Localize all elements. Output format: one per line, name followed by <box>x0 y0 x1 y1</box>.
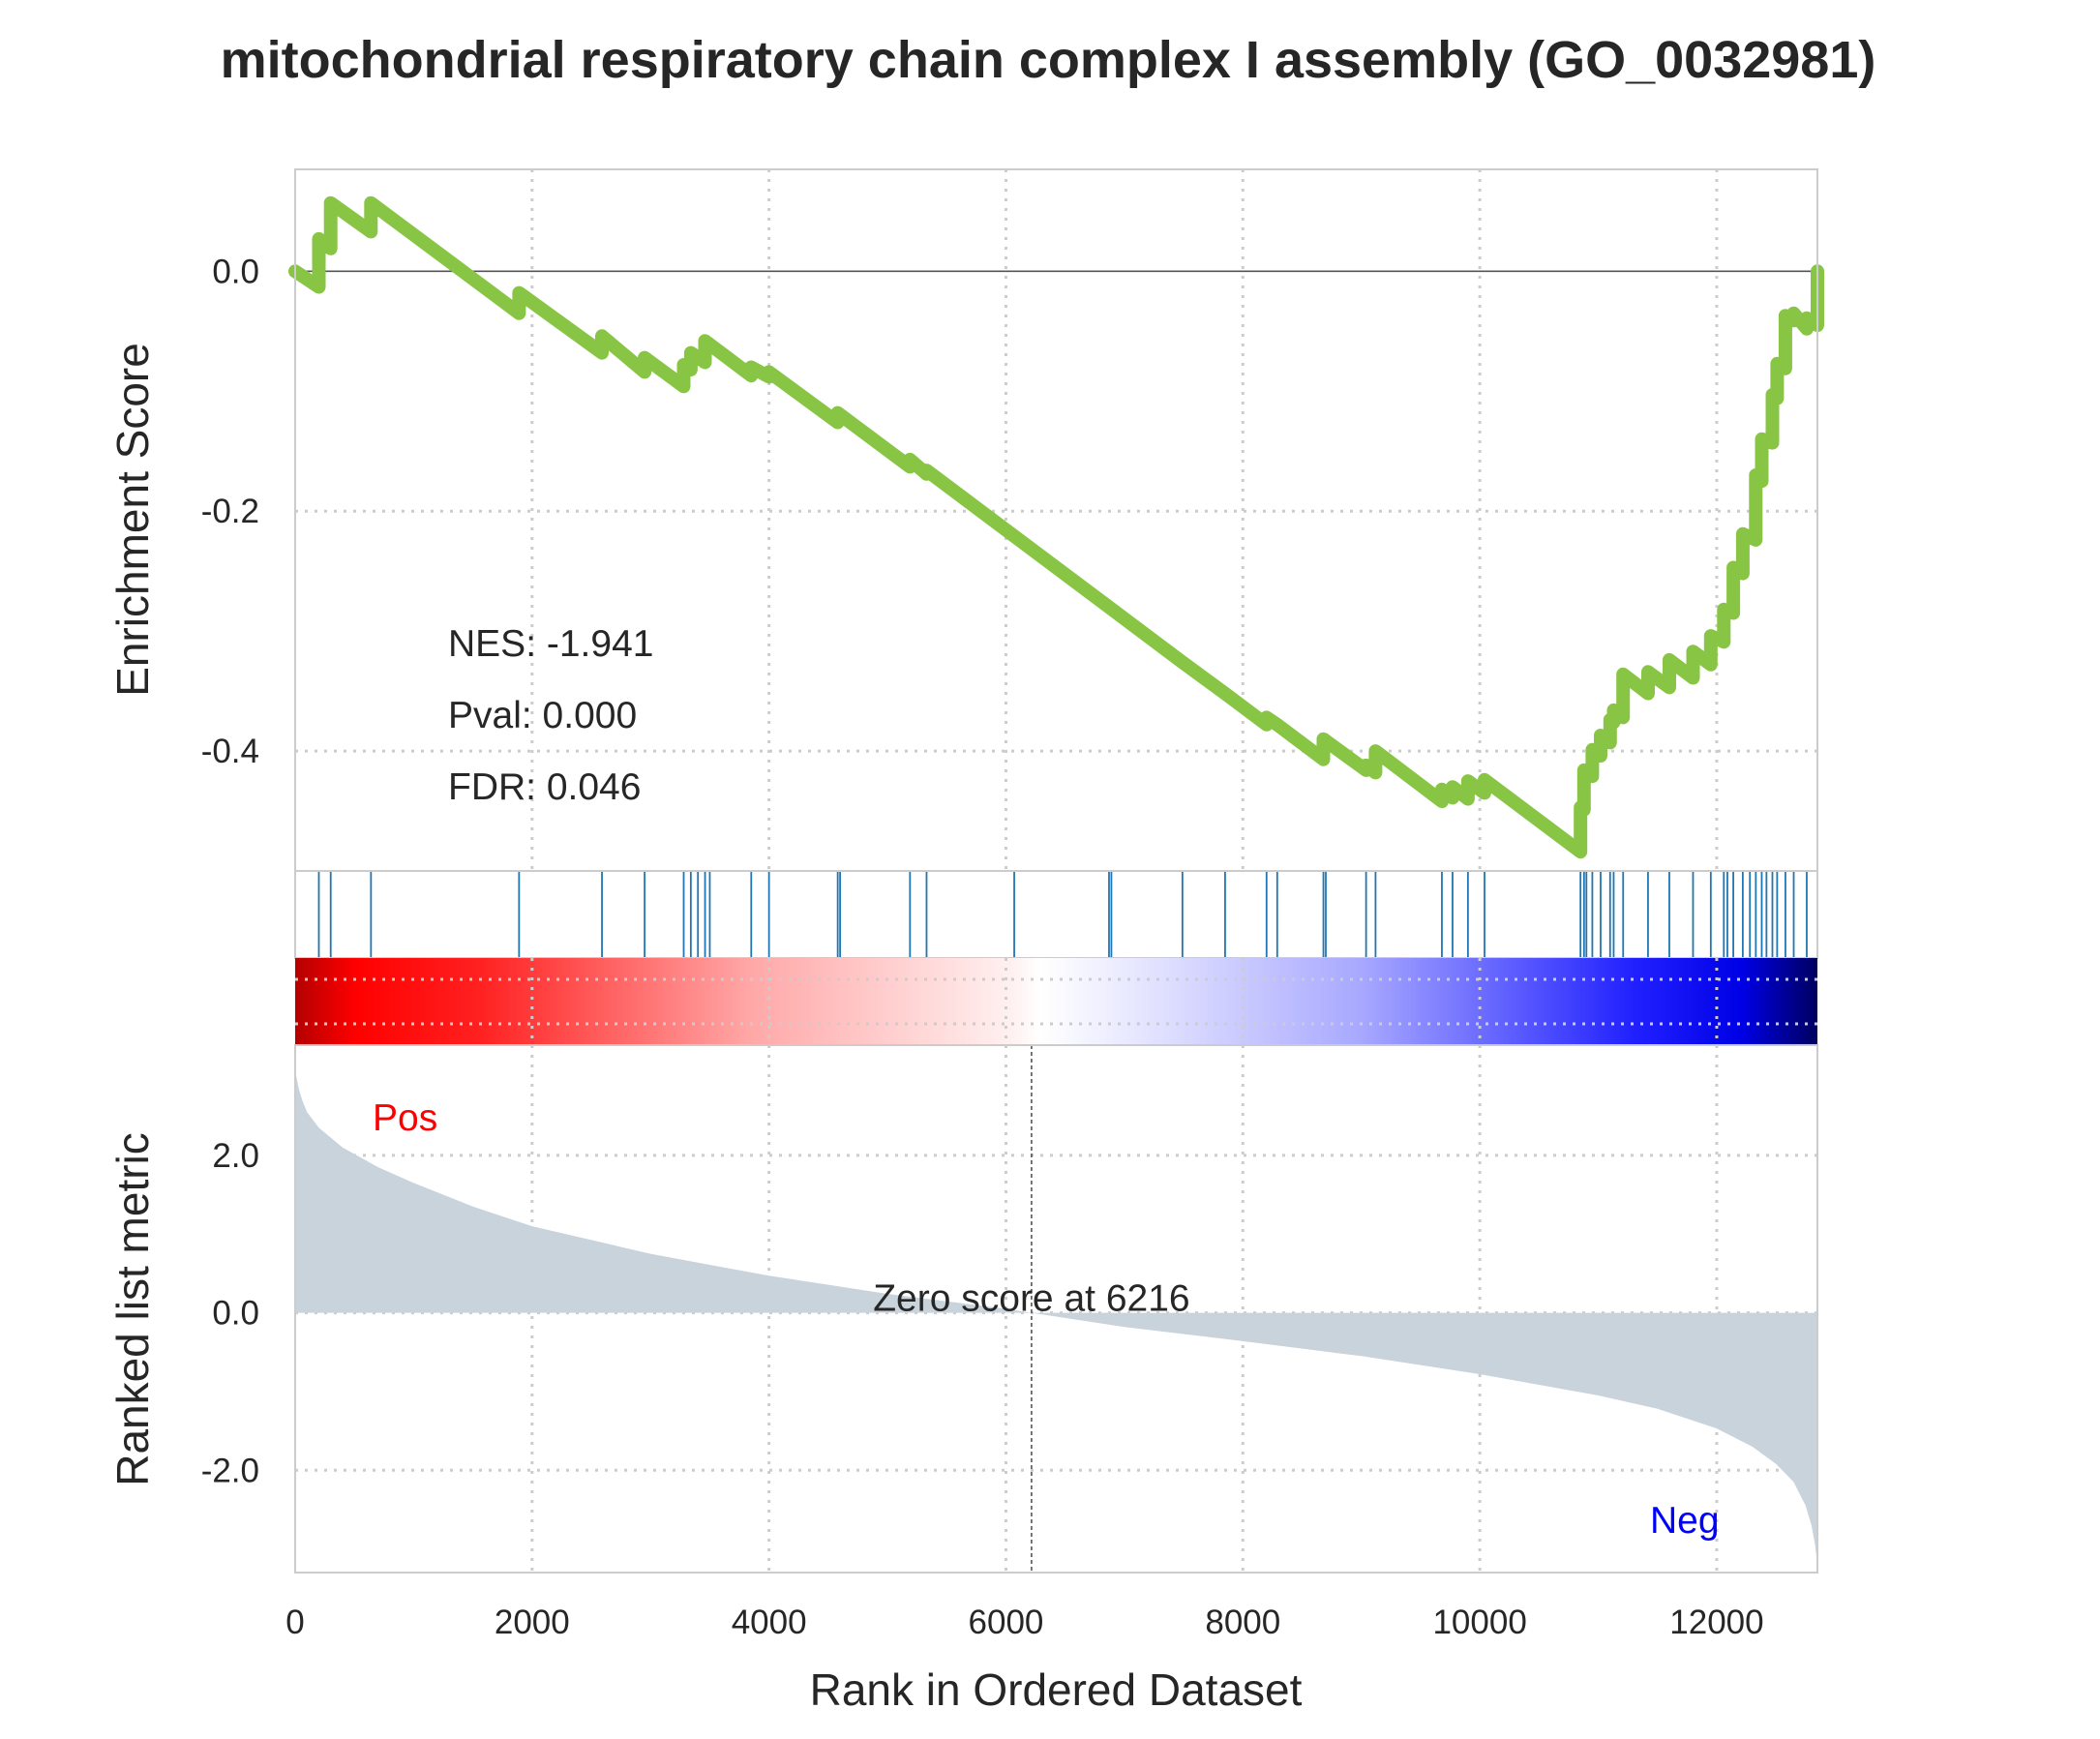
xtick-label: 2000 <box>495 1604 570 1641</box>
metric-ytick-label: -2.0 <box>201 1452 259 1489</box>
metric-panel-frame <box>294 1044 1818 1574</box>
neg-label: Neg <box>1650 1500 1720 1542</box>
xtick-labels: 0 2000 4000 6000 8000 10000 12000 <box>285 1604 1763 1641</box>
chart-title: mitochondrial respiratory chain complex … <box>221 31 1876 89</box>
rank-colorbar <box>295 958 1817 1045</box>
metric-ytick-label: 2.0 <box>212 1137 259 1175</box>
hit-ticks <box>317 871 1818 958</box>
es-grid <box>295 169 1817 871</box>
hits-panel <box>294 870 1818 959</box>
xtick-label: 12000 <box>1669 1604 1763 1641</box>
nes-label: NES: -1.941 <box>448 623 653 665</box>
metric-ytick-labels: 2.0 0.0 -2.0 <box>201 1137 259 1489</box>
metric-ylabel: Ranked list metric <box>107 1132 158 1486</box>
xtick-label: 4000 <box>732 1604 807 1641</box>
xtick-label: 0 <box>285 1604 304 1641</box>
es-ytick-label: 0.0 <box>212 253 259 290</box>
es-series-line <box>288 195 1824 859</box>
es-ytick-label: -0.4 <box>201 733 259 770</box>
metric-ytick-label: 0.0 <box>212 1295 259 1333</box>
xtick-label: 8000 <box>1205 1604 1280 1641</box>
xtick-label: 10000 <box>1432 1604 1526 1641</box>
es-ytick-labels: 0.0 -0.2 -0.4 <box>201 253 259 770</box>
colorbar-panel <box>295 958 1817 1045</box>
pos-label: Pos <box>373 1097 437 1139</box>
xlabel: Rank in Ordered Dataset <box>810 1664 1303 1715</box>
fdr-label: FDR: 0.046 <box>448 766 641 808</box>
pval-label: Pval: 0.000 <box>448 695 637 736</box>
es-panel: 0.0 -0.2 -0.4 NES: -1.941 Pval: 0.000 FDR:… <box>107 168 1824 872</box>
colorbar-grid <box>295 958 1817 1045</box>
metric-area <box>295 1061 1817 1565</box>
es-ylabel: Enrichment Score <box>107 343 158 697</box>
zero-score-label: Zero score at 6216 <box>873 1278 1189 1320</box>
es-ytick-label: -0.2 <box>201 493 259 530</box>
metric-panel: Zero score at 6216 Pos Neg 2.0 0.0 -2.0 0 2… <box>107 1044 1818 1715</box>
hits-panel-frame <box>294 870 1818 959</box>
xtick-label: 6000 <box>969 1604 1044 1641</box>
